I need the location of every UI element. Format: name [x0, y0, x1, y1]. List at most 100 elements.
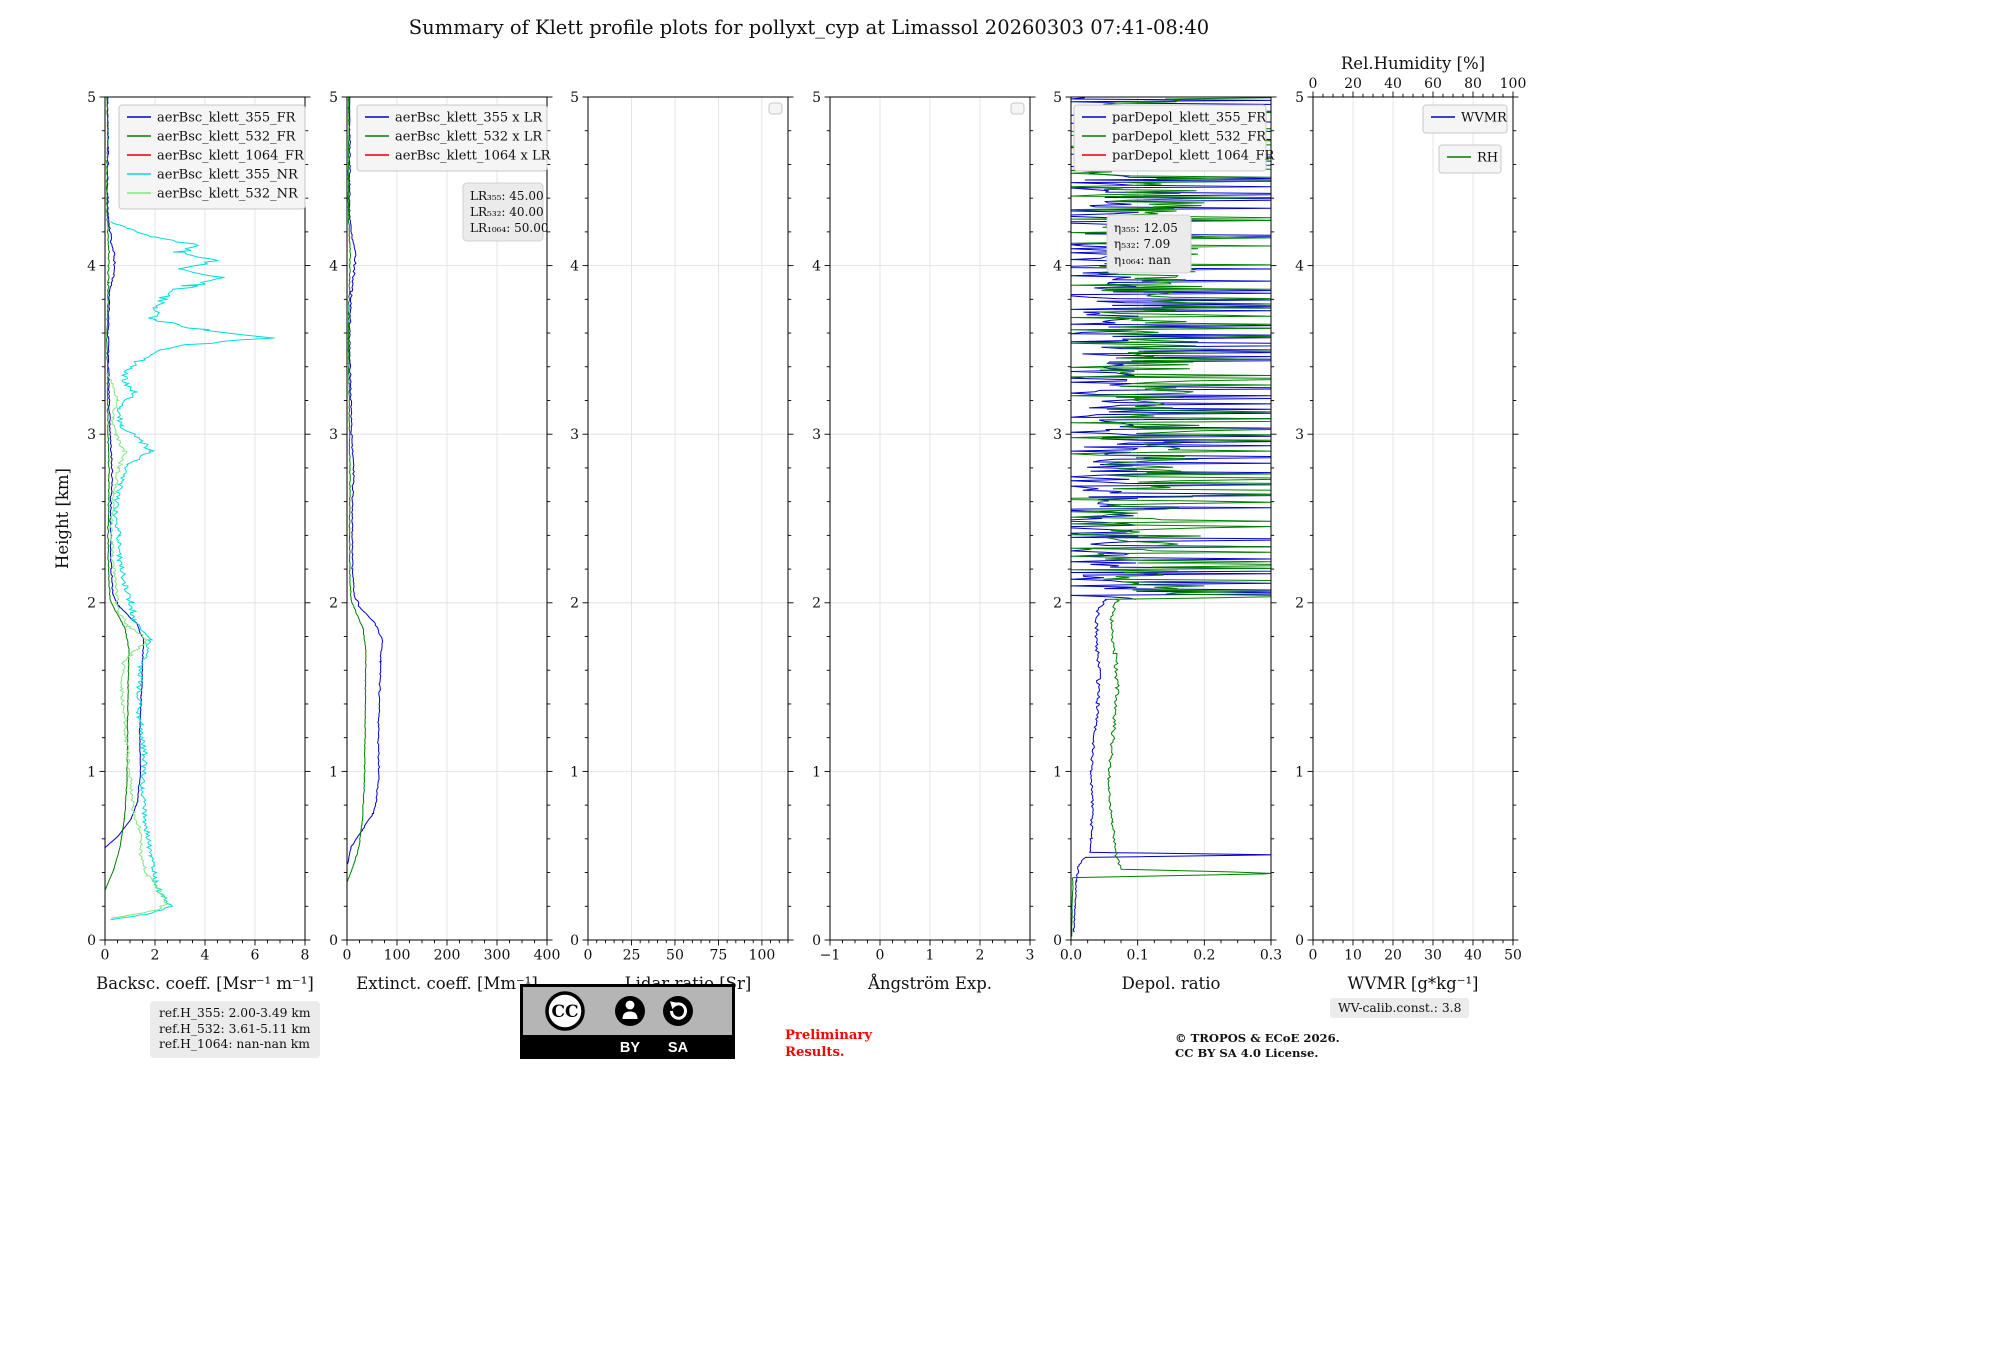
x-tick-label: 50	[666, 948, 684, 964]
x-tick-label: 100	[749, 948, 776, 964]
x-tick-label: 40	[1464, 948, 1482, 964]
x-tick-label: 0.0	[1060, 948, 1082, 964]
by-person-icon	[615, 996, 645, 1026]
axes-frame	[1312, 96, 1514, 941]
svg-text:CC: CC	[551, 1002, 578, 1022]
copyright-line-2: CC BY SA 4.0 License.	[1175, 1046, 1319, 1061]
y-tick-label: 5	[570, 90, 579, 106]
x-tick-label: 0	[343, 948, 352, 964]
cc-by-sa-badge: CC BY SA	[520, 984, 735, 1063]
preliminary-line-2: Results.	[785, 1045, 845, 1061]
y-tick-label: 0	[812, 933, 821, 949]
grid	[829, 96, 1031, 941]
cc-by-label: BY	[620, 1040, 640, 1056]
x-tick-label: 8	[301, 948, 310, 964]
y-tick-label: 3	[812, 427, 821, 443]
legend-label: aerBsc_klett_355_FR	[157, 111, 297, 126]
badge-bottom-bar	[523, 1035, 732, 1056]
y-tick-label: 1	[812, 764, 821, 780]
tick-marks	[1065, 96, 1277, 946]
x-tick-label: 50	[1504, 948, 1522, 964]
reference-height-note: ref.H_355: 2.00-3.49 km ref.H_532: 3.61-…	[150, 1001, 320, 1059]
y-tick-label: 5	[87, 90, 96, 106]
x-tick-label: 2	[151, 948, 160, 964]
y-tick-label: 2	[570, 596, 579, 612]
legend-box	[1010, 102, 1025, 115]
x-tick-label: 3	[1026, 948, 1035, 964]
grid	[104, 96, 306, 941]
y-tick-label: 0	[1295, 933, 1304, 949]
y-tick-label: 2	[812, 596, 821, 612]
x-tick-label: 200	[434, 948, 461, 964]
annotation-line: LR₁₀₆₄: 50.00	[470, 221, 548, 235]
top-tick-label: 40	[1384, 76, 1402, 92]
refh-355-line: ref.H_355: 2.00-3.49 km	[159, 1006, 311, 1020]
preliminary-line-1: Preliminary	[785, 1028, 872, 1043]
preliminary-note: Preliminary Results.	[785, 1027, 872, 1062]
y-tick-label: 3	[1053, 427, 1062, 443]
x-axis-label: Extinct. coeff. [Mm⁻¹]	[356, 974, 538, 993]
y-tick-label: 4	[570, 259, 579, 275]
series-aerBsc_klett_532_NR	[106, 373, 168, 919]
x-axis-label: Ångström Exp.	[867, 973, 992, 993]
legend-label: aerBsc_klett_1064_FR	[157, 149, 305, 164]
series-aerBsc_klett_532_FR	[104, 96, 130, 890]
y-tick-label: 0	[329, 933, 338, 949]
y-tick-label: 5	[1053, 90, 1062, 106]
y-tick-label: 4	[1295, 259, 1304, 275]
x-tick-label: 0.2	[1193, 948, 1215, 964]
y-tick-label: 0	[1053, 933, 1062, 949]
x-tick-label: 300	[484, 948, 511, 964]
top-tick-label: 80	[1464, 76, 1482, 92]
annotation-box	[1106, 214, 1192, 274]
legend-box	[1422, 104, 1508, 134]
legend-label: aerBsc_klett_1064 x LR	[395, 149, 552, 164]
legend-label: aerBsc_klett_355 x LR	[395, 111, 543, 126]
x-tick-label: 25	[623, 948, 641, 964]
tick-marks	[99, 96, 311, 946]
y-tick-label: 4	[812, 259, 821, 275]
figure-title: Summary of Klett profile plots for polly…	[408, 16, 1210, 39]
y-tick-label: 1	[570, 764, 579, 780]
x-tick-label: 0.1	[1127, 948, 1149, 964]
y-tick-label: 1	[329, 764, 338, 780]
x-tick-label: 2	[976, 948, 985, 964]
sa-arrow-icon	[663, 996, 693, 1026]
x-tick-label: 30	[1424, 948, 1442, 964]
tick-marks	[341, 96, 553, 946]
y-tick-label: 0	[87, 933, 96, 949]
y-tick-label: 5	[329, 90, 338, 106]
x-tick-label: 6	[251, 948, 260, 964]
y-tick-label: 2	[1295, 596, 1304, 612]
x-tick-label: 4	[201, 948, 210, 964]
series-parDepol_klett_532_FR_low	[1071, 598, 1272, 937]
legend-box	[356, 104, 548, 172]
legend-label: aerBsc_klett_355_NR	[157, 168, 299, 183]
axes-frame	[587, 96, 789, 941]
top-axis-label: Rel.Humidity [%]	[1341, 54, 1485, 73]
x-tick-label: 100	[384, 948, 411, 964]
y-tick-label: 0	[570, 933, 579, 949]
legend-label: aerBsc_klett_532 x LR	[395, 130, 543, 145]
y-tick-label: 3	[87, 427, 96, 443]
x-tick-label: 400	[534, 948, 561, 964]
legend-box	[1073, 104, 1267, 172]
y-tick-label: 2	[87, 596, 96, 612]
series-parDepol_klett_532_FR_band	[1070, 97, 1272, 600]
x-axis-label: Backsc. coeff. [Msr⁻¹ m⁻¹]	[96, 974, 314, 993]
y-tick-label: 4	[329, 259, 338, 275]
series-aerBsc_klett_355_x_LR	[346, 97, 384, 865]
refh-532-line: ref.H_532: 3.61-5.11 km	[159, 1021, 311, 1036]
subplot-backsc: 0 2 4 6 8 0 1 2 3 4 5 Backsc. coeff. [Msr⁻¹ m⁻¹] Hei…	[53, 90, 314, 993]
y-tick-label: 1	[87, 764, 96, 780]
y-tick-label: 3	[1295, 427, 1304, 443]
grid	[1312, 96, 1514, 941]
subplot-depol: 0.0 0.1 0.2 0.3 0 1 2 3 4 5 Depol. ratio η₃₅₅: 12.0…	[1053, 90, 1282, 993]
tick-marks	[824, 96, 1036, 946]
annotation-line: η₁₀₆₄: nan	[1114, 253, 1171, 267]
subplot-extinct: 0 100 200 300 400 0 1 2 3 4 5 Extinct. coeff. [Mm⁻¹…	[329, 90, 560, 993]
y-tick-label: 3	[570, 427, 579, 443]
